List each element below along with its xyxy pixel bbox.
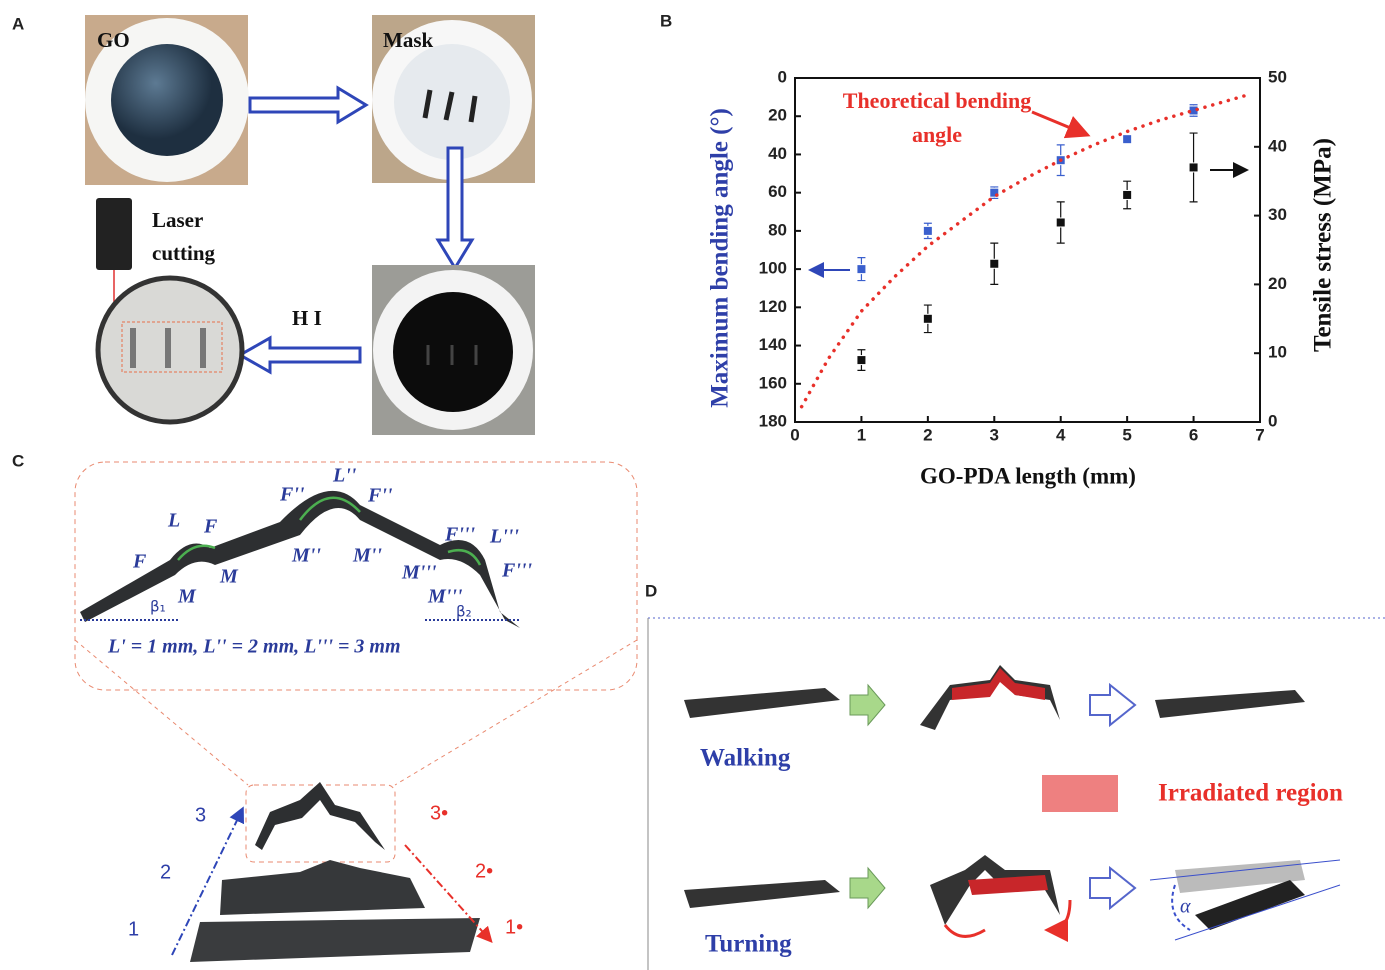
label: Turning	[705, 931, 792, 958]
y-axis-title: Maximum bending angle (°)	[707, 108, 734, 408]
theory-curve	[802, 95, 1247, 407]
x-axis-title: GO-PDA length (mm)	[920, 463, 1136, 488]
y-tick-label: 140	[759, 335, 787, 354]
x-tick-label: 2	[923, 425, 932, 444]
marker	[990, 259, 999, 268]
marker	[1056, 218, 1065, 227]
symbol: F''	[279, 484, 305, 506]
y-tick-label: 100	[759, 259, 787, 278]
x-tick-label: 7	[1255, 425, 1264, 444]
step: 3	[195, 804, 206, 826]
zoom-lines	[75, 640, 637, 785]
x-tick-label: 0	[790, 425, 799, 444]
symbol: F''	[367, 485, 393, 507]
annotation: angle	[912, 122, 962, 147]
symbol: F	[132, 551, 147, 573]
label: cutting	[152, 241, 216, 265]
y2-tick-label: 40	[1268, 136, 1287, 155]
strip	[1155, 690, 1305, 718]
symbol: L'''	[489, 526, 519, 548]
y-tick-label: 80	[768, 220, 787, 239]
label: Laser	[152, 208, 203, 232]
strip-1	[190, 918, 480, 962]
irradiated-strip	[968, 875, 1048, 895]
rotation-arrows	[945, 900, 1070, 936]
marker	[1123, 190, 1132, 199]
panel-label: D	[645, 581, 657, 600]
angle-label: α	[1180, 896, 1191, 918]
x-tick-label: 5	[1122, 425, 1131, 444]
symbol: β₂	[456, 603, 472, 621]
symbol: β₁	[150, 598, 166, 616]
y-tick-label: 60	[768, 182, 787, 201]
symbol: M''	[291, 545, 321, 567]
arrow	[250, 88, 366, 122]
annotation-arrow	[1032, 112, 1085, 134]
symbol: L''	[332, 465, 357, 487]
marker	[1189, 163, 1198, 172]
symbol: M	[219, 566, 239, 588]
panel-d: D Walking Irradiated region α Turning	[645, 581, 1385, 970]
figure: A GO Mask H I Laser cutting B Theoretica…	[0, 0, 1385, 970]
symbol: M'''	[401, 562, 437, 584]
strip	[684, 688, 840, 718]
strip	[684, 880, 840, 908]
x-tick-label: 6	[1189, 425, 1198, 444]
x-tick-label: 4	[1056, 425, 1066, 444]
y2-tick-label: 10	[1268, 343, 1287, 362]
marker	[857, 265, 866, 274]
panel-label: B	[660, 11, 672, 30]
legend-label: Irradiated region	[1158, 780, 1343, 807]
y-tick-label: 20	[768, 106, 787, 125]
legend-swatch	[1042, 775, 1118, 812]
y-tick-label: 0	[778, 67, 787, 86]
symbol: F'''	[501, 560, 532, 582]
step: 2•	[475, 860, 493, 882]
y2-tick-label: 30	[1268, 205, 1287, 224]
symbol: F	[203, 516, 218, 538]
x-tick-label: 1	[857, 425, 866, 444]
label: H I	[292, 306, 322, 330]
symbol: F'''	[444, 524, 475, 546]
label: Walking	[700, 745, 791, 772]
equation: L' = 1 mm, L'' = 2 mm, L''' = 3 mm	[107, 636, 401, 658]
y2-tick-label: 0	[1268, 411, 1277, 430]
arrow	[1090, 685, 1135, 725]
label: Mask	[383, 28, 433, 52]
marker	[857, 356, 866, 365]
panel-a: A GO Mask H I Laser cutting	[12, 14, 535, 435]
step: 2	[160, 861, 171, 883]
panel-label: A	[12, 14, 24, 33]
marker	[923, 226, 932, 235]
y2-axis-title: Tensile stress (MPa)	[1310, 138, 1337, 352]
marker	[1123, 135, 1132, 144]
y-tick-label: 160	[759, 373, 787, 392]
label: GO	[97, 28, 130, 52]
y-tick-label: 120	[759, 297, 787, 316]
symbol: L	[167, 510, 180, 532]
y2-tick-label: 50	[1268, 67, 1287, 86]
arrow	[850, 685, 885, 725]
annotation: Theoretical bending	[843, 88, 1031, 113]
y-tick-label: 180	[759, 411, 787, 430]
panel-c: C L F F'' L'' F'' F''' L''' F''' F M M M…	[12, 451, 637, 962]
arrow	[850, 868, 885, 908]
arrow	[1090, 868, 1135, 908]
marker	[923, 314, 932, 323]
go-film	[111, 44, 223, 156]
strip-2	[220, 860, 425, 915]
step: 3•	[430, 802, 448, 824]
y2-tick-label: 20	[1268, 274, 1287, 293]
panel-b: B Theoretical bending angle GO-PDA lengt…	[660, 11, 1337, 488]
step: 1•	[505, 916, 523, 938]
panel-label: C	[12, 451, 24, 470]
symbol: M	[177, 586, 197, 608]
step: 1	[128, 918, 139, 940]
x-tick-label: 3	[990, 425, 999, 444]
y-tick-label: 40	[768, 144, 787, 163]
symbol: M''	[352, 545, 382, 567]
strip-3	[255, 782, 385, 850]
arrow	[240, 338, 360, 372]
laser-device	[96, 198, 132, 270]
